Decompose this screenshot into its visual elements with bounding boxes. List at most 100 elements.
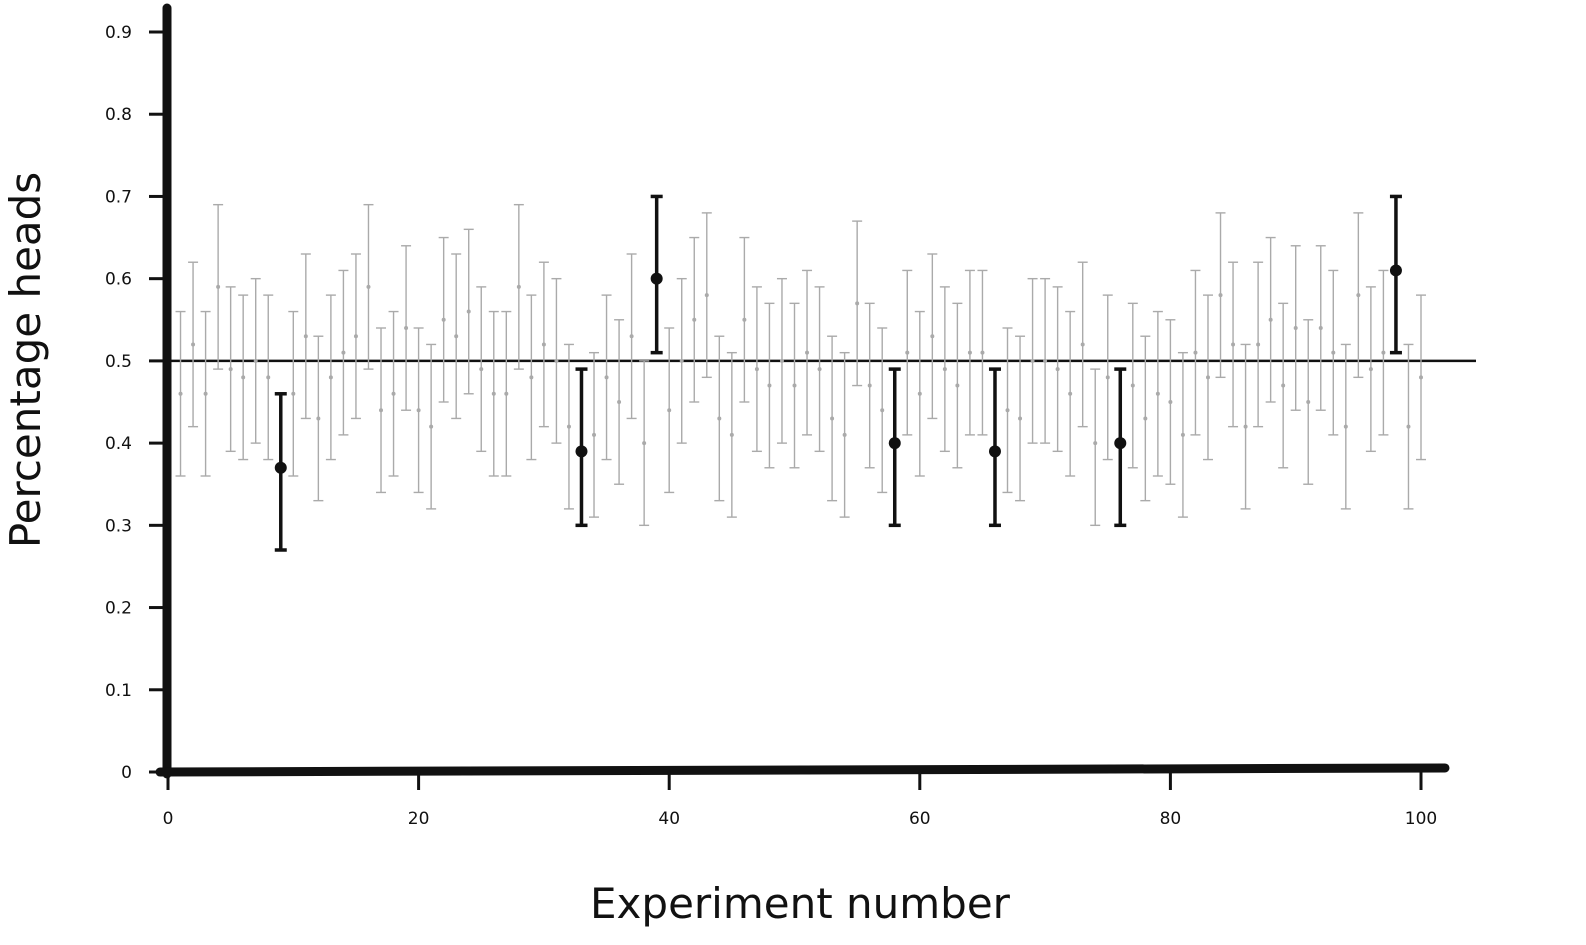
data-point [416,408,421,413]
data-point [178,391,183,396]
error-bar [1240,343,1251,510]
data-point [1318,326,1323,330]
data-point [704,293,709,298]
error-bar [1303,319,1314,485]
data-point [379,408,384,413]
x-tick-label: 100 [1405,809,1437,829]
data-point [491,391,496,396]
data-point [504,391,509,396]
data-point [1381,350,1386,355]
error-bar [1190,269,1201,436]
highlighted-data-point [1114,437,1127,450]
data-point [754,367,759,372]
data-point [1168,400,1173,404]
error-bar [238,294,249,461]
highlighted-error-bar [274,392,287,552]
data-point [1243,424,1248,429]
error-bar [1027,277,1038,444]
data-point [1105,375,1110,380]
error-bar [1152,310,1163,477]
data-point [1331,350,1336,355]
data-point [717,416,722,421]
error-bar [1202,294,1213,461]
data-point [842,432,847,437]
error-bar [1328,269,1339,436]
highlighted-data-point [988,445,1001,458]
y-axis-title: Percentage heads [1,172,50,548]
error-bar [814,286,825,453]
data-point [1055,367,1060,372]
x-tick-label: 20 [408,809,430,829]
data-point [541,342,546,347]
data-point [529,375,534,380]
error-bar [426,343,437,510]
data-point [366,284,371,289]
data-point [191,342,196,347]
error-bar [902,269,913,436]
error-bar [563,343,574,510]
data-point [1268,317,1273,322]
data-point [1130,383,1135,388]
data-point [779,358,784,363]
data-point [291,391,296,396]
error-bars-layer [175,194,1426,552]
error-bar [476,286,487,453]
error-bar [1265,236,1276,403]
data-point [1406,424,1411,429]
data-point [516,284,521,289]
data-point [1193,350,1198,355]
error-bar [626,253,637,420]
error-bar [977,269,988,436]
error-bar [1215,212,1226,379]
data-point [429,424,434,429]
highlighted-data-point [274,461,287,474]
data-point [1093,441,1098,446]
error-bar [1403,343,1414,510]
error-bar [614,319,625,485]
data-point [942,367,947,372]
y-tick-label: 0.5 [105,352,132,372]
error-bar [827,335,838,502]
data-point [391,391,396,396]
data-point [441,317,446,322]
error-bar [839,351,850,518]
error-bar [802,269,813,436]
y-tick-label: 0.9 [105,23,132,43]
error-bar [401,245,412,411]
error-bar [1365,286,1376,453]
data-point [479,367,484,372]
error-bar [1127,302,1138,469]
error-bar [739,236,750,403]
axes-layer [149,3,1450,790]
data-point [1018,416,1023,421]
error-bar [689,236,700,403]
error-bar [463,228,474,395]
data-point [742,317,747,322]
highlighted-data-point [575,445,588,458]
highlighted-error-bar [575,367,588,528]
error-bar [188,261,199,428]
data-point [241,375,246,380]
error-bar [538,261,549,428]
x-tick-label: 60 [909,809,931,829]
data-point [1368,367,1373,372]
data-point [1281,383,1286,388]
data-point [266,375,271,380]
data-point [980,350,985,355]
data-point [930,334,935,339]
error-bar [1015,335,1026,502]
error-bar [1278,302,1289,469]
error-bar [1416,294,1426,461]
error-bar [1290,245,1301,411]
data-point [967,350,972,355]
error-bar [676,277,687,444]
data-point [1306,400,1311,404]
error-bar [1102,294,1113,461]
error-bar [200,310,211,477]
x-tick-label: 0 [163,809,174,829]
data-point [1030,358,1035,363]
y-tick-label: 0.3 [105,516,132,536]
y-tick-label: 0 [121,763,132,783]
data-point [667,408,672,413]
data-point [679,358,684,363]
